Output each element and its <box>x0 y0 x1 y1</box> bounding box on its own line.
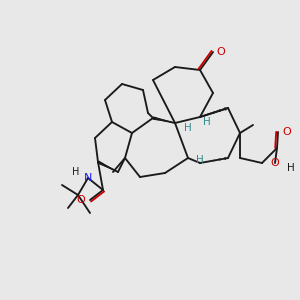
Text: O: O <box>271 158 279 168</box>
Text: H: H <box>203 117 211 127</box>
Text: O: O <box>216 47 225 57</box>
Text: H: H <box>196 155 204 165</box>
Text: N: N <box>84 173 92 183</box>
Text: H: H <box>184 123 192 133</box>
Text: O: O <box>282 127 291 137</box>
Text: H: H <box>287 163 295 173</box>
Polygon shape <box>97 160 118 172</box>
Polygon shape <box>153 116 175 123</box>
Text: O: O <box>76 195 85 205</box>
Text: H: H <box>72 167 80 177</box>
